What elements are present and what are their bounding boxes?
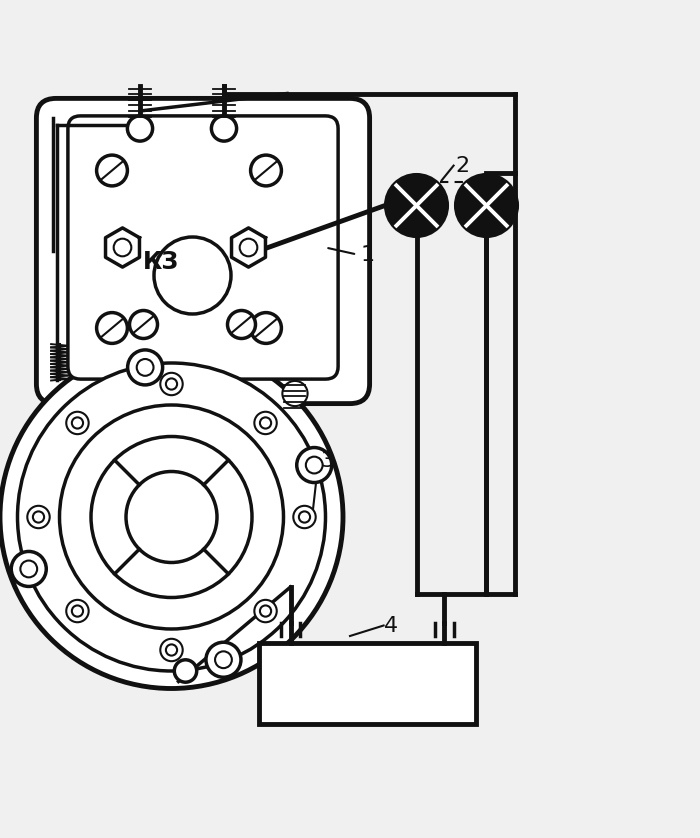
Circle shape [27,506,50,528]
Circle shape [66,600,89,623]
Polygon shape [232,228,265,267]
Circle shape [91,437,252,597]
Circle shape [97,313,127,344]
FancyBboxPatch shape [68,116,338,379]
Circle shape [215,651,232,668]
Circle shape [239,239,258,256]
Circle shape [160,373,183,396]
Circle shape [254,600,276,623]
Circle shape [0,345,343,689]
Circle shape [11,551,46,587]
Text: 3: 3 [321,451,335,471]
Circle shape [282,381,307,406]
Circle shape [385,174,448,237]
Circle shape [72,605,83,617]
Text: 4: 4 [384,615,398,635]
Circle shape [20,561,37,577]
Circle shape [66,411,89,434]
Text: КЗ: КЗ [143,250,179,273]
Circle shape [228,311,256,339]
Circle shape [174,660,197,682]
Circle shape [206,642,241,677]
Polygon shape [106,228,139,267]
Bar [259,643,476,723]
Circle shape [130,311,158,339]
Circle shape [299,511,310,523]
Circle shape [113,239,132,256]
Circle shape [254,411,276,434]
Circle shape [154,237,231,314]
Circle shape [455,174,518,237]
Circle shape [60,405,284,629]
FancyBboxPatch shape [36,98,370,404]
Circle shape [297,447,332,483]
Circle shape [306,457,323,473]
Circle shape [160,639,183,661]
Circle shape [260,605,271,617]
Circle shape [126,472,217,562]
Circle shape [260,417,271,428]
Circle shape [166,379,177,390]
Circle shape [97,155,127,186]
Text: 1: 1 [360,245,374,265]
Circle shape [251,155,281,186]
Circle shape [72,417,83,428]
Circle shape [211,116,237,141]
Circle shape [127,116,153,141]
Circle shape [166,644,177,655]
Text: 2: 2 [455,156,469,176]
Circle shape [18,363,326,671]
Circle shape [293,506,316,528]
Circle shape [127,350,162,385]
Circle shape [251,313,281,344]
Circle shape [136,359,153,375]
Circle shape [33,511,44,523]
